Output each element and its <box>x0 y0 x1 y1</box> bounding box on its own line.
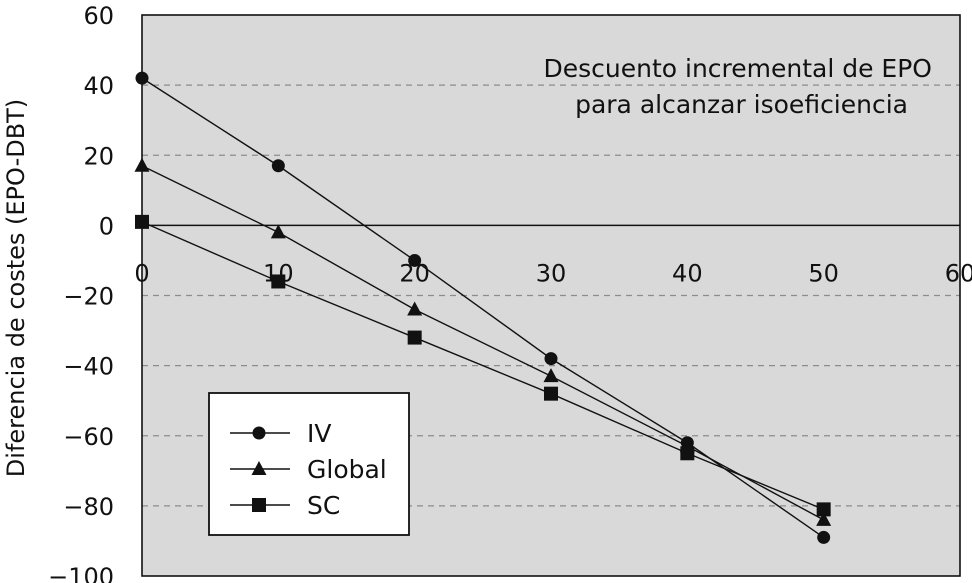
data-point <box>134 157 150 172</box>
y-tick-label: −60 <box>63 423 114 451</box>
y-axis-label: Diferencia de costes (EPO-DBT) <box>2 99 30 477</box>
series-line <box>141 165 824 521</box>
data-point <box>271 274 286 289</box>
data-point <box>544 352 558 366</box>
legend-box <box>208 392 410 536</box>
data-point <box>543 368 559 383</box>
y-tick-label: −80 <box>63 493 114 521</box>
y-tick-label: −100 <box>48 563 114 583</box>
legend-marker-triangle <box>251 461 267 475</box>
legend-marker-circle <box>252 426 266 440</box>
plot-frame <box>141 14 961 577</box>
x-tick-label: 40 <box>672 259 703 287</box>
x-tick-label: 0 <box>134 259 149 287</box>
data-point <box>135 214 149 229</box>
x-tick-label: 50 <box>808 259 839 287</box>
data-point <box>407 301 423 316</box>
y-tick-label: 40 <box>83 72 114 100</box>
chart-title-line-2: para alcanzar isoeficiencia <box>575 90 908 119</box>
data-point <box>270 224 286 239</box>
legend: IV Global SC <box>208 392 410 536</box>
x-tick-label: 30 <box>536 259 567 287</box>
data-point <box>544 386 558 401</box>
y-tick-label: −40 <box>63 353 114 381</box>
y-tick-label: 20 <box>83 142 114 170</box>
data-point <box>135 71 149 85</box>
data-point <box>407 330 422 345</box>
chart-title-line-1: Descuento incremental de EPO <box>543 54 932 83</box>
y-tick-label: 60 <box>83 2 114 30</box>
series-line <box>141 221 824 511</box>
data-point <box>816 502 831 517</box>
data-point <box>817 530 831 544</box>
legend-marker-square <box>252 498 266 512</box>
data-point <box>271 159 285 173</box>
data-point <box>680 446 695 461</box>
data-point <box>816 511 832 526</box>
y-tick-label: 0 <box>99 212 114 240</box>
legend-label: Global <box>307 455 387 484</box>
data-point <box>408 253 422 267</box>
legend-label: IV <box>307 419 331 448</box>
y-tick-label: −20 <box>63 283 114 311</box>
series-sc <box>135 214 831 517</box>
legend-label: SC <box>307 491 340 520</box>
x-tick-label: 60 <box>945 259 972 287</box>
